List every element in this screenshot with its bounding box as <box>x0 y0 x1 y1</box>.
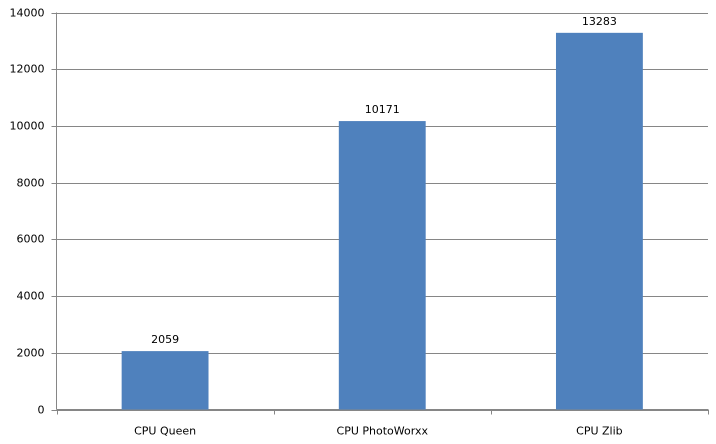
data-label: 2059 <box>151 333 179 346</box>
y-tick-label: 10000 <box>10 120 45 133</box>
bar <box>121 351 209 410</box>
data-label: 10171 <box>365 103 400 116</box>
x-tick-label: CPU Queen <box>134 425 196 438</box>
y-tick-label: 14000 <box>10 7 45 20</box>
y-tick-label: 12000 <box>10 63 45 76</box>
x-tick-label: CPU Zlib <box>576 425 623 438</box>
y-tick-label: 2000 <box>17 347 45 360</box>
data-label: 13283 <box>582 15 617 28</box>
bar <box>338 121 426 410</box>
bar <box>555 32 643 410</box>
y-tick-label: 6000 <box>17 233 45 246</box>
y-tick-label: 4000 <box>17 290 45 303</box>
y-tick-label: 8000 <box>17 177 45 190</box>
y-tick-label: 0 <box>38 404 45 417</box>
x-tick-label: CPU PhotoWorxx <box>337 425 429 438</box>
